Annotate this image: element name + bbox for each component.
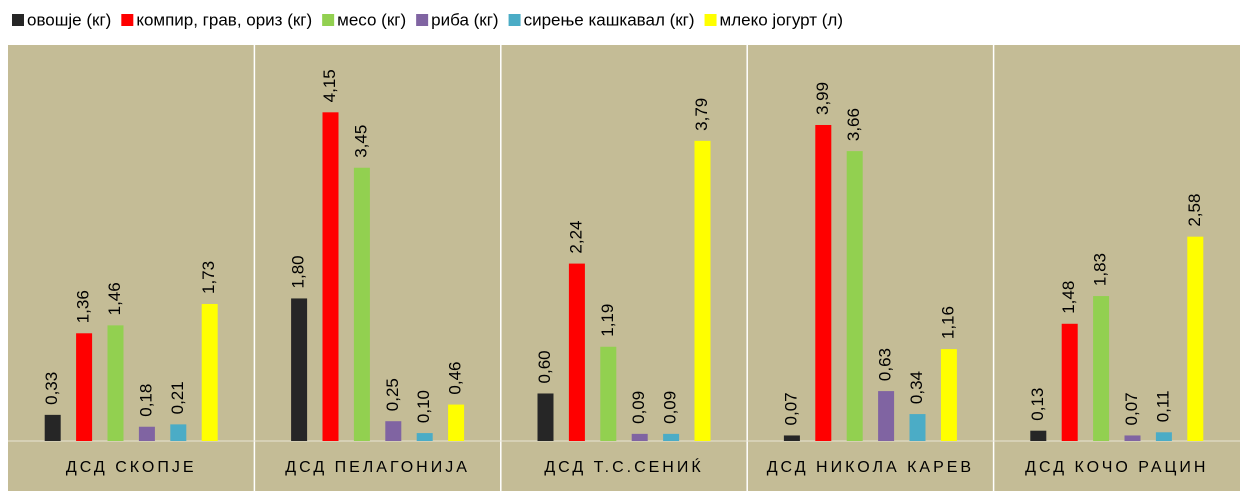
legend-swatch — [704, 14, 717, 26]
bar — [1061, 323, 1078, 441]
data-label: 1,73 — [199, 261, 218, 294]
data-label: 3,45 — [351, 125, 370, 158]
data-label: 0,07 — [781, 392, 800, 425]
bar — [940, 349, 957, 441]
bar — [1187, 236, 1204, 441]
data-label: 0,25 — [383, 378, 402, 411]
data-label: 1,46 — [105, 282, 124, 315]
bar — [353, 167, 370, 441]
data-label: 0,60 — [535, 350, 554, 383]
legend-label: месо (кг) — [337, 10, 406, 29]
bar — [416, 433, 433, 441]
bar — [322, 112, 339, 441]
bar — [537, 393, 554, 441]
legend-label: сирење кашкавал (кг) — [524, 10, 695, 29]
data-label: 0,18 — [136, 384, 155, 417]
bar — [291, 298, 308, 441]
bar — [1124, 435, 1141, 441]
x-tick-label: ДСД ПЕЛАГОНИЈА — [285, 459, 470, 476]
x-tick-label: ДСД Т.С.СЕНИЌ — [544, 457, 703, 476]
data-label: 0,11 — [1153, 390, 1172, 422]
bar — [846, 151, 863, 442]
data-label: 3,99 — [813, 82, 832, 115]
data-label: 4,15 — [320, 69, 339, 102]
bar — [909, 414, 926, 441]
legend-label: овошје (кг) — [27, 10, 111, 29]
data-label: 2,24 — [566, 220, 585, 253]
x-tick-label: ДСД КОЧО РАЦИН — [1025, 459, 1208, 476]
bar — [1030, 430, 1047, 441]
data-label: 0,10 — [414, 390, 433, 423]
data-label: 0,63 — [876, 348, 895, 381]
bar — [1093, 296, 1110, 441]
data-label: 0,34 — [907, 371, 926, 404]
bar — [815, 124, 832, 441]
data-label: 0,07 — [1122, 392, 1141, 425]
data-label: 3,66 — [844, 108, 863, 141]
plot-background — [8, 45, 1240, 491]
bar — [44, 414, 61, 441]
data-label: 0,13 — [1028, 388, 1047, 421]
data-label: 0,33 — [42, 372, 61, 405]
data-label: 0,09 — [629, 391, 648, 424]
bar — [107, 325, 124, 441]
bar — [448, 404, 465, 441]
bar — [694, 140, 711, 441]
bar — [138, 426, 155, 441]
data-label: 1,16 — [938, 306, 957, 339]
x-tick-label: ДСД СКОПЈЕ — [66, 459, 197, 476]
bar — [783, 435, 800, 441]
bar — [878, 391, 895, 441]
bar — [385, 421, 402, 441]
bar — [76, 333, 93, 441]
bar — [631, 433, 648, 441]
data-label: 1,36 — [74, 290, 93, 323]
bar — [201, 303, 218, 441]
bar — [1155, 432, 1172, 441]
legend-swatch — [121, 14, 134, 26]
data-label: 2,58 — [1185, 194, 1204, 227]
data-label: 1,83 — [1091, 253, 1110, 286]
legend-swatch — [416, 14, 429, 26]
x-tick-label: ДСД НИКОЛА КАРЕВ — [767, 459, 974, 476]
data-label: 0,46 — [446, 361, 465, 394]
data-label: 1,48 — [1059, 281, 1078, 314]
data-label: 1,80 — [289, 255, 308, 288]
legend-swatch — [508, 14, 521, 26]
data-label: 0,09 — [661, 391, 680, 424]
bar — [600, 346, 617, 441]
legend-label: риба (кг) — [431, 10, 498, 29]
legend-label: млеко јогурт (л) — [720, 10, 843, 29]
data-label: 0,21 — [168, 381, 187, 414]
bar — [170, 424, 187, 441]
data-label: 3,79 — [692, 98, 711, 131]
bar — [568, 263, 585, 441]
bar — [663, 433, 680, 441]
legend-swatch — [322, 14, 335, 26]
legend-swatch — [12, 14, 24, 26]
data-label: 1,19 — [598, 304, 617, 337]
legend-label: компир, грав, ориз (кг) — [136, 10, 312, 29]
